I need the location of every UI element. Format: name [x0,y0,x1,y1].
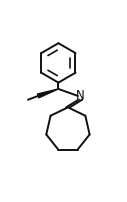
Text: N: N [76,89,85,102]
Polygon shape [37,89,58,98]
